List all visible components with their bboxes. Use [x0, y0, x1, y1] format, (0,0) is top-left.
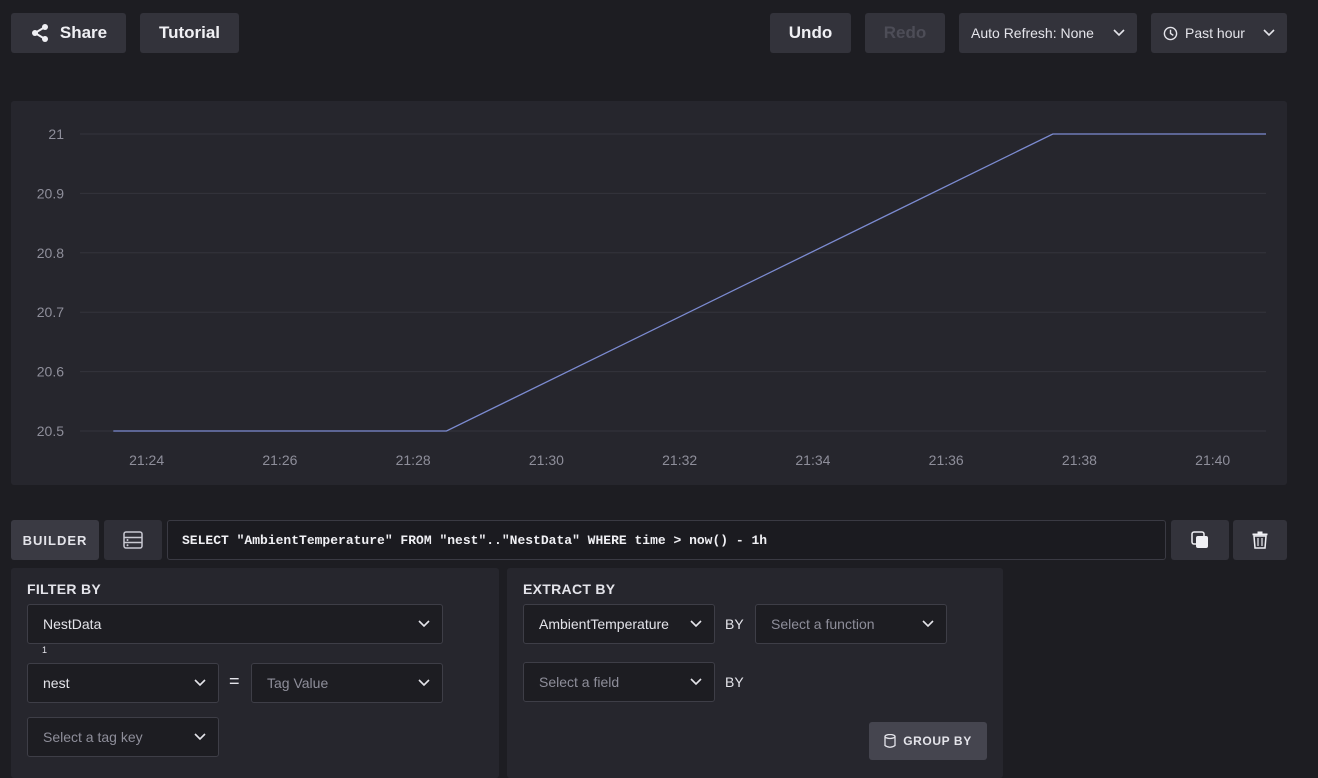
time-range-dropdown[interactable]: Past hour: [1151, 13, 1287, 53]
group-by-label: GROUP BY: [903, 734, 972, 748]
database-icon: [884, 734, 896, 748]
chevron-down-icon: [418, 679, 430, 687]
share-button[interactable]: Share: [11, 13, 126, 53]
tag-value-placeholder: Tag Value: [267, 675, 329, 691]
trash-icon: [1252, 531, 1268, 549]
field-select[interactable]: AmbientTemperature: [523, 604, 715, 644]
redo-button[interactable]: Redo: [865, 13, 945, 53]
x-tick-label: 21:26: [262, 452, 297, 468]
auto-refresh-dropdown[interactable]: Auto Refresh: None: [959, 13, 1137, 53]
y-tick-label: 20.8: [37, 245, 64, 261]
line-chart[interactable]: 20.5 20.6 20.7 20.8 20.9 21 21:24 21:26 21:28 21:…: [11, 101, 1287, 485]
builder-tab[interactable]: BUILDER: [11, 520, 99, 560]
tag-key-placeholder: Select a tag key: [43, 729, 143, 745]
new-field-select[interactable]: Select a field: [523, 662, 715, 702]
chevron-down-icon: [418, 620, 430, 628]
extract-title: EXTRACT BY: [523, 581, 616, 597]
tag-count-badge: 1: [42, 645, 48, 655]
copy-icon: [1191, 531, 1208, 548]
filter-title: FILTER BY: [27, 581, 101, 597]
query-editor[interactable]: SELECT "AmbientTemperature" FROM "nest".…: [167, 520, 1166, 560]
by-label: BY: [725, 616, 744, 632]
filter-panel: FILTER BY NestData 1 nest = Tag Value Se…: [11, 568, 499, 778]
x-tick-label: 21:36: [929, 452, 964, 468]
function-select[interactable]: Select a function: [755, 604, 947, 644]
auto-refresh-label: Auto Refresh: None: [971, 25, 1094, 41]
tag-key-value: nest: [43, 675, 70, 691]
delete-query-button[interactable]: [1233, 520, 1287, 560]
time-range-label: Past hour: [1185, 25, 1245, 41]
clock-icon: [1163, 26, 1178, 40]
chevron-down-icon: [1113, 29, 1125, 37]
series-line: [113, 133, 1266, 432]
x-tick-label: 21:32: [662, 452, 697, 468]
extract-panel: EXTRACT BY AmbientTemperature BY Select …: [507, 568, 1003, 778]
chevron-down-icon: [194, 679, 206, 687]
field-value: AmbientTemperature: [539, 616, 669, 632]
measurement-value: NestData: [43, 616, 102, 632]
tag-key-select[interactable]: nest: [27, 663, 219, 703]
x-tick-label: 21:24: [129, 452, 164, 468]
line-chart-panel: 20.5 20.6 20.7 20.8 20.9 21 21:24 21:26 21:28 21:…: [11, 101, 1287, 485]
x-tick-label: 21:40: [1195, 452, 1230, 468]
x-tick-label: 21:28: [396, 452, 431, 468]
x-tick-label: 21:38: [1062, 452, 1097, 468]
chevron-down-icon: [690, 620, 702, 628]
chevron-down-icon: [1263, 29, 1275, 37]
chevron-down-icon: [194, 733, 206, 741]
y-tick-label: 20.5: [37, 423, 64, 439]
y-tick-label: 20.9: [37, 185, 64, 201]
tag-value-select[interactable]: Tag Value: [251, 663, 443, 703]
tutorial-button[interactable]: Tutorial: [140, 13, 239, 53]
field-placeholder: Select a field: [539, 674, 620, 690]
x-tick-label: 21:34: [795, 452, 830, 468]
raw-query-tab[interactable]: [104, 520, 162, 560]
share-label: Share: [59, 23, 108, 42]
duplicate-query-button[interactable]: [1171, 520, 1229, 560]
share-icon: [31, 24, 48, 42]
equals-operator: =: [229, 671, 240, 691]
x-tick-label: 21:30: [529, 452, 564, 468]
function-placeholder: Select a function: [771, 616, 875, 632]
by-label: BY: [725, 674, 744, 690]
new-tag-key-select[interactable]: Select a tag key: [27, 717, 219, 757]
chevron-down-icon: [922, 620, 934, 628]
y-tick-label: 20.7: [37, 304, 64, 320]
group-by-button[interactable]: GROUP BY: [869, 722, 987, 760]
undo-button[interactable]: Undo: [770, 13, 851, 53]
measurement-select[interactable]: NestData: [27, 604, 443, 644]
y-tick-label: 21: [48, 126, 64, 142]
list-icon: [123, 531, 143, 549]
chevron-down-icon: [690, 678, 702, 686]
y-tick-label: 20.6: [37, 364, 64, 380]
